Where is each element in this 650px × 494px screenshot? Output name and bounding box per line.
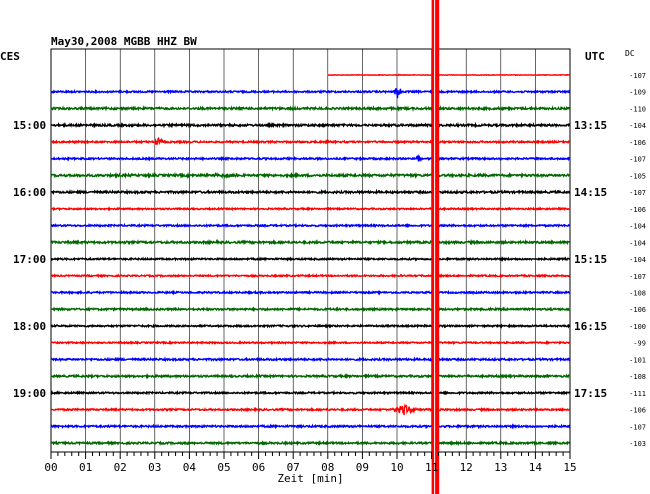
dc-value: -108 — [629, 289, 646, 297]
dc-value: -104 — [629, 122, 646, 130]
seismic-trace — [50, 206, 571, 212]
seismic-trace — [50, 238, 571, 246]
right-time-label: 14:15 — [574, 186, 607, 199]
dc-value: -105 — [629, 172, 646, 180]
right-time-label: 13:15 — [574, 119, 607, 132]
left-time-label: 18:00 — [13, 320, 46, 333]
dc-value: -111 — [629, 390, 646, 398]
left-time-label: 19:00 — [13, 387, 46, 400]
seismic-trace — [50, 256, 571, 263]
seismic-trace — [50, 372, 571, 380]
dc-value: -101 — [629, 356, 646, 364]
dc-column-label: DC — [625, 49, 635, 58]
dc-value: -107 — [629, 72, 646, 80]
x-tick-label: 06 — [252, 461, 265, 474]
x-tick-label: 13 — [494, 461, 507, 474]
dc-value: -104 — [629, 239, 646, 247]
dc-value: -107 — [629, 189, 646, 197]
dc-value: -104 — [629, 223, 646, 231]
seismic-trace — [50, 105, 571, 113]
seismic-trace — [50, 422, 571, 430]
dc-value: -109 — [629, 89, 646, 97]
seismic-trace — [50, 340, 571, 346]
saturated-event-band — [431, 0, 440, 494]
seismic-trace — [50, 121, 571, 129]
plot-title: May30,2008 MGBB HHZ BW — [51, 35, 197, 48]
left-time-label: 16:00 — [13, 186, 46, 199]
x-tick-label: 02 — [114, 461, 127, 474]
right-timezone-label: UTC — [585, 50, 605, 63]
dc-value: -108 — [629, 373, 646, 381]
right-time-label: 16:15 — [574, 320, 607, 333]
x-tick-label: 14 — [529, 461, 543, 474]
seismic-trace — [50, 389, 571, 396]
dc-value: -100 — [629, 323, 646, 331]
left-time-label: 17:00 — [13, 253, 46, 266]
seismic-trace — [50, 356, 571, 363]
x-tick-label: 09 — [356, 461, 369, 474]
x-tick-label: 00 — [44, 461, 57, 474]
x-tick-label: 04 — [183, 461, 197, 474]
x-axis-label: Zeit [min] — [277, 472, 343, 485]
dc-value: -104 — [629, 256, 646, 264]
seismic-trace — [50, 439, 571, 447]
x-tick-label: 01 — [79, 461, 92, 474]
seismic-trace — [50, 323, 571, 329]
seismic-trace — [50, 306, 571, 313]
x-tick-label: 07 — [287, 461, 300, 474]
right-time-label: 15:15 — [574, 253, 607, 266]
plot-frame — [50, 48, 571, 453]
dc-value: -106 — [629, 407, 646, 415]
left-time-label: 15:00 — [13, 119, 46, 132]
seismic-trace — [50, 273, 571, 279]
dc-value: -107 — [629, 273, 646, 281]
dc-value: -110 — [629, 105, 646, 113]
right-time-label: 17:15 — [574, 387, 607, 400]
seismic-trace — [50, 188, 571, 196]
dc-value: -107 — [629, 156, 646, 164]
dc-value: -99 — [633, 340, 646, 348]
x-tick-label: 12 — [460, 461, 473, 474]
seismic-trace — [50, 153, 571, 163]
dc-value: -106 — [629, 206, 646, 214]
dc-value: -106 — [629, 139, 646, 147]
dc-value: -106 — [629, 306, 646, 314]
x-tick-label: 10 — [390, 461, 403, 474]
seismic-trace — [50, 171, 571, 180]
x-tick-label: 15 — [563, 461, 576, 474]
seismic-trace — [50, 88, 571, 99]
seismic-trace — [50, 289, 571, 296]
seismic-trace — [50, 222, 571, 229]
x-tick-label: 03 — [148, 461, 161, 474]
x-tick-label: 08 — [321, 461, 334, 474]
seismic-trace — [50, 403, 571, 416]
dc-value: -107 — [629, 423, 646, 431]
left-timezone-label: CES — [0, 50, 20, 63]
dc-value: -103 — [629, 440, 646, 448]
seismic-trace — [50, 136, 571, 146]
seismic-trace — [327, 73, 571, 77]
x-tick-label: 05 — [217, 461, 230, 474]
x-tick-label: 11 — [425, 461, 438, 474]
